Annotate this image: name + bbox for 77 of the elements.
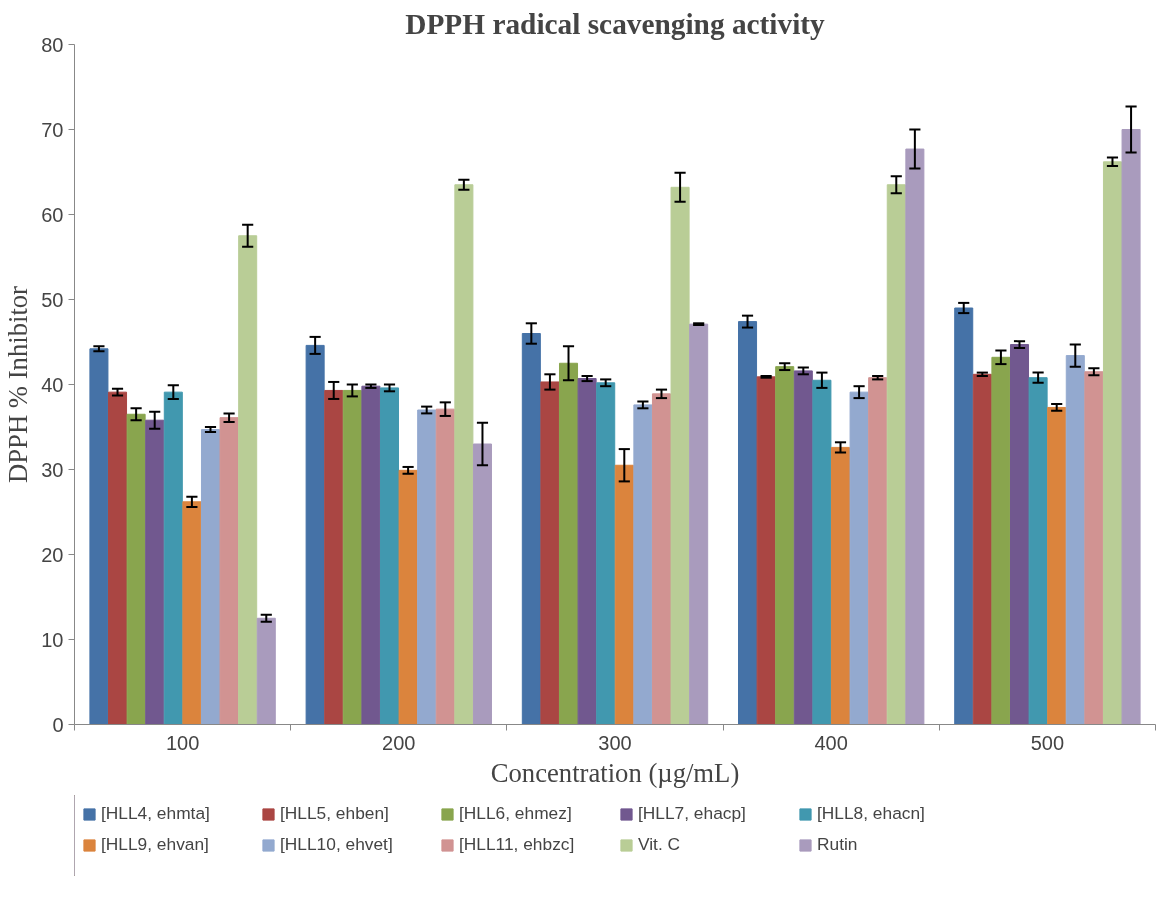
bar — [1102, 161, 1122, 725]
bar — [651, 393, 671, 725]
bar — [435, 408, 455, 725]
y-tick-label: 30 — [41, 458, 64, 481]
bar — [614, 464, 634, 725]
bar — [126, 413, 146, 725]
bar — [633, 404, 653, 725]
legend-label: [HLL9, ehvan] — [101, 834, 210, 855]
y-tick-label: 50 — [41, 288, 64, 311]
legend-label: Rutin — [817, 834, 859, 855]
bar — [972, 373, 992, 725]
bar — [256, 617, 276, 725]
bar — [670, 186, 690, 725]
bar — [596, 382, 616, 725]
bar — [954, 307, 974, 725]
bar — [540, 381, 560, 725]
bar — [417, 409, 437, 725]
bar — [905, 148, 925, 725]
bar — [472, 443, 492, 725]
bar — [559, 362, 579, 725]
bar — [689, 323, 709, 725]
bar — [200, 429, 221, 725]
bar — [577, 378, 597, 725]
bar — [182, 501, 202, 725]
bar — [868, 377, 888, 725]
bar — [108, 391, 128, 725]
y-tick-label: 60 — [41, 203, 64, 226]
x-tick-label: 500 — [1030, 731, 1065, 754]
bar — [305, 344, 325, 725]
bar — [454, 184, 474, 725]
y-tick-label: 0 — [52, 713, 64, 736]
bar — [361, 385, 381, 725]
y-tick-label: 10 — [41, 628, 64, 651]
x-tick-label: 400 — [814, 731, 848, 754]
bar — [342, 389, 362, 725]
bar — [738, 321, 758, 725]
bar — [1121, 129, 1141, 725]
legend-label: [HLL4, ehmta] — [101, 803, 211, 824]
bar — [1084, 371, 1104, 725]
bar — [145, 419, 165, 725]
chart-title: DPPH radical scavenging activity — [405, 7, 826, 40]
bar — [219, 417, 239, 725]
bar — [521, 333, 541, 725]
y-axis-title: DPPH % Inhibitor — [3, 285, 34, 483]
y-tick-label: 70 — [41, 118, 64, 141]
bar — [379, 387, 400, 725]
bar — [812, 379, 832, 725]
bar — [163, 391, 183, 725]
x-tick-label: 300 — [598, 731, 632, 754]
legend-label: Vit. C — [638, 834, 682, 855]
x-axis-title: Concentration (µg/mL) — [490, 757, 740, 788]
legend-label: [HLL8, ehacn] — [817, 803, 926, 824]
bar — [89, 348, 109, 725]
y-tick-label: 40 — [41, 373, 64, 396]
bar — [1047, 406, 1067, 725]
legend-label: [HLL11, ehbzc] — [459, 834, 576, 855]
bar — [1009, 344, 1030, 725]
legend-label: [HLL5, ehben] — [280, 803, 390, 824]
bar — [398, 469, 418, 725]
bar — [1065, 355, 1085, 725]
legend-label: [HLL6, ehmez] — [459, 803, 573, 824]
x-tick-label: 200 — [382, 731, 416, 754]
bar — [793, 370, 813, 725]
y-tick-label: 80 — [41, 33, 64, 56]
bar — [775, 366, 795, 725]
bar — [1028, 377, 1048, 725]
bar — [849, 391, 869, 725]
bar — [324, 389, 344, 725]
bar — [991, 356, 1011, 725]
legend-label: [HLL7, ehacp] — [638, 803, 747, 824]
legend-label: [HLL10, ehvet] — [280, 834, 394, 855]
y-tick-label: 20 — [41, 543, 64, 566]
bar — [830, 446, 851, 725]
bar — [238, 235, 258, 725]
bar — [756, 376, 776, 725]
bar — [886, 184, 906, 725]
x-tick-label: 100 — [165, 731, 200, 754]
